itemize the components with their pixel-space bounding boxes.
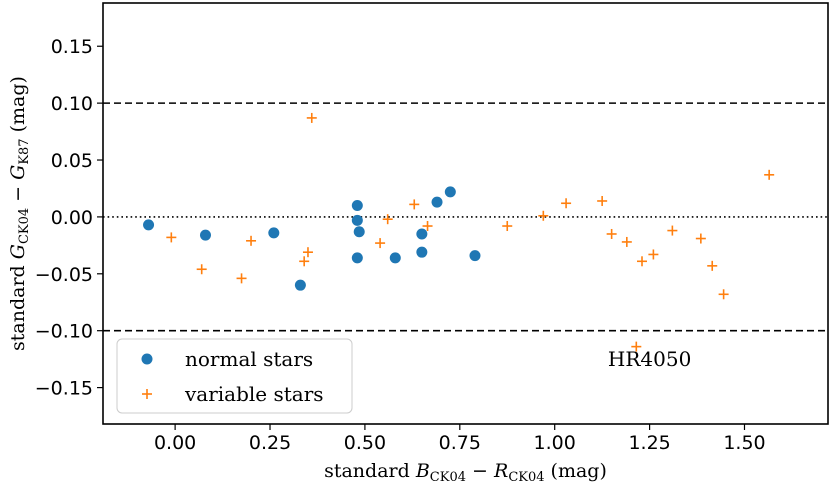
variable-star-point (375, 238, 386, 249)
normal-star-point (351, 200, 363, 212)
variable-star-point (299, 256, 310, 267)
variable-star-point (382, 214, 393, 225)
variable-star-point (631, 341, 642, 352)
normal-star-point (416, 228, 428, 240)
y-tick-label: 0.15 (51, 36, 93, 58)
legend-marker-circle (141, 353, 153, 365)
axis-ticks: 0.00 0.25 0.50 0.75 1.00 1.25 1.50 −0.15 −0.10 −0… (35, 36, 766, 454)
normal-star-point (351, 252, 363, 264)
normal-star-point (294, 279, 306, 291)
y-tick-label: 0.10 (51, 93, 93, 115)
x-tick-label: 1.50 (723, 432, 765, 454)
x-tick-label: 0.50 (344, 432, 386, 454)
variable-star-point (236, 273, 247, 284)
legend-label: variable stars (184, 382, 324, 406)
annotations: HR4050 (608, 347, 691, 371)
reference-lines (103, 102, 828, 332)
normal-star-point (416, 246, 428, 258)
variable-star-point (166, 232, 177, 243)
y-tick-label: 0.00 (51, 207, 93, 229)
variable-star-point (538, 210, 549, 221)
variable-star-point (196, 264, 207, 275)
x-tick-label: 0.00 (154, 432, 196, 454)
variable-star-point (648, 249, 659, 260)
variable-star-point (246, 235, 257, 246)
variable-star-point (302, 247, 313, 258)
variable-star-point (707, 260, 718, 271)
legend: normal stars variable stars (116, 338, 353, 414)
legend-label: normal stars (185, 347, 313, 371)
data-marks (143, 112, 775, 352)
y-tick-label: −0.15 (35, 378, 93, 400)
normal-star-point (353, 226, 365, 238)
x-tick-label: 1.25 (628, 432, 670, 454)
normal-star-point (199, 229, 211, 241)
normal-star-point (444, 186, 456, 198)
plot-frame (102, 2, 829, 425)
variable-star-point (561, 198, 572, 209)
variable-star-point (306, 112, 317, 123)
y-tick-label: 0.05 (51, 150, 93, 172)
normal-star-point (469, 250, 481, 262)
y-axis-label: standard GCK04 − GK87 (mag) (7, 76, 32, 351)
x-axis-label: standard BCK04 − RCK04 (mag) (324, 460, 607, 484)
variable-star-point (502, 221, 513, 232)
annotation-hr4050: HR4050 (608, 347, 691, 371)
variable-star-point (606, 228, 617, 239)
variable-star-point (667, 225, 678, 236)
variable-star-point (637, 256, 648, 267)
variable-star-point (764, 169, 775, 180)
x-tick-label: 1.00 (534, 432, 576, 454)
variable-star-point (718, 289, 729, 300)
normal-star-point (268, 227, 280, 239)
x-tick-label: 0.75 (439, 432, 481, 454)
variable-star-point (422, 221, 433, 232)
normal-star-point (431, 196, 443, 208)
normal-star-point (389, 252, 401, 264)
variable-star-point (597, 195, 608, 206)
y-tick-label: −0.05 (35, 264, 93, 286)
normal-star-point (143, 219, 155, 231)
variable-star-point (695, 233, 706, 244)
x-tick-label: 0.25 (249, 432, 291, 454)
variable-star-point (621, 236, 632, 247)
y-tick-label: −0.10 (35, 321, 93, 343)
variable-star-point (409, 199, 420, 210)
legend-marker-plus (142, 389, 152, 399)
legend-box (116, 338, 353, 414)
normal-star-point (351, 214, 363, 226)
